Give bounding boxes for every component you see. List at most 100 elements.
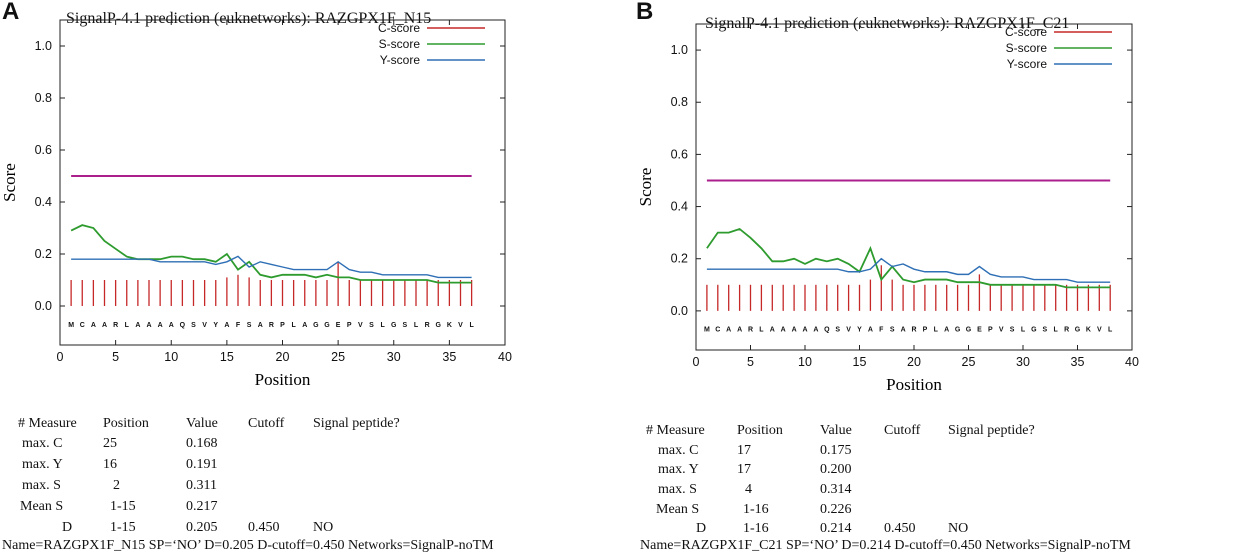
residue-label: P: [923, 327, 928, 334]
y-tick-label: 0.4: [35, 195, 52, 209]
residue-label: L: [125, 322, 130, 329]
panel-a: A SignalP-4.1 prediction (euknetworks): …: [0, 0, 512, 553]
residue-label: R: [269, 322, 274, 329]
cell-position: 2: [113, 478, 120, 493]
chart-b: 0.0 0.2 0.4 0.6 0.8 1.0 0 5 10 15 20 25 30 35 40 Positi…: [636, 23, 1139, 394]
y-axis-label: Score: [0, 163, 19, 202]
chart-title: SignalP-4.1 prediction (euknetworks): RA…: [66, 10, 432, 27]
x-tick-label: 35: [442, 350, 456, 364]
residue-label: A: [770, 327, 775, 334]
residue-label: A: [102, 322, 107, 329]
header-value: Value: [186, 416, 218, 431]
residue-label: A: [146, 322, 151, 329]
cell-position: 1-15: [110, 499, 136, 514]
header-value: Value: [820, 423, 852, 438]
residue-label: R: [113, 322, 118, 329]
residue-label: A: [868, 327, 873, 334]
residue-label: Y: [213, 322, 218, 329]
residue-label: L: [291, 322, 296, 329]
residue-label: P: [988, 327, 993, 334]
residue-label: A: [158, 322, 163, 329]
panel-letter: A: [2, 0, 20, 25]
residue-label: A: [802, 327, 807, 334]
residue-label: V: [999, 327, 1004, 334]
legend-label: C-score: [378, 21, 420, 35]
y-tick-label: 0.0: [671, 304, 688, 318]
residue-label: G: [1075, 327, 1081, 334]
residue-label: C: [715, 327, 720, 334]
residue-label: P: [280, 322, 285, 329]
cell-measure: D: [62, 520, 73, 535]
cell-value: 0.311: [186, 478, 217, 493]
cell-measure: Mean S: [20, 499, 64, 514]
header-cutoff: Cutoff: [248, 416, 285, 431]
x-tick-label: 10: [798, 355, 812, 369]
residue-label: G: [436, 322, 442, 329]
cell-position: 17: [737, 443, 751, 458]
residue-label: A: [792, 327, 797, 334]
residue-label: A: [224, 322, 229, 329]
header-measure: # Measure: [18, 416, 77, 431]
header-position: Position: [103, 416, 149, 431]
residue-label: E: [977, 327, 982, 334]
residue-label: A: [169, 322, 174, 329]
x-tick-label: 30: [1016, 355, 1030, 369]
residue-label: S: [369, 322, 374, 329]
residue-label: A: [135, 322, 140, 329]
residue-label: E: [336, 322, 341, 329]
residue-label: L: [1108, 327, 1113, 334]
y-axis-label: Score: [636, 168, 655, 207]
residue-label: F: [236, 322, 241, 329]
residue-label: A: [901, 327, 906, 334]
residue-label: A: [781, 327, 786, 334]
legend-label: Y-score: [380, 53, 421, 67]
x-axis-label: Position: [255, 370, 311, 389]
residue-label: Q: [180, 322, 186, 329]
residue-label: A: [258, 322, 263, 329]
x-tick-label: 5: [112, 350, 119, 364]
x-tick-label: 15: [220, 350, 234, 364]
x-tick-label: 25: [331, 350, 345, 364]
cell-cutoff: 0.450: [884, 521, 916, 536]
cell-value: 0.214: [820, 521, 852, 536]
residue-label: K: [447, 322, 452, 329]
x-tick-label: 10: [164, 350, 178, 364]
residue-label: G: [966, 327, 972, 334]
residue-label: C: [80, 322, 85, 329]
x-tick-label: 40: [498, 350, 512, 364]
residue-label: R: [748, 327, 753, 334]
y-tick-label: 0.2: [671, 252, 688, 266]
residue-label: S: [835, 327, 840, 334]
cell-measure: max. C: [658, 443, 699, 458]
residue-label: Q: [824, 327, 830, 334]
panel-letter: B: [636, 0, 654, 25]
residue-label: L: [414, 322, 419, 329]
residue-label: V: [202, 322, 207, 329]
summary-line: Name=RAZGPX1F_N15 SP=‘NO’ D=0.205 D-cuto…: [2, 538, 494, 553]
residue-label: R: [911, 327, 916, 334]
residue-label: G: [313, 322, 319, 329]
cell-value: 0.226: [820, 502, 852, 517]
header-signal-peptide: Signal peptide?: [313, 416, 400, 431]
residue-label: F: [879, 327, 884, 334]
header-signal-peptide: Signal peptide?: [948, 423, 1035, 438]
residue-label: L: [380, 322, 385, 329]
y-tick-label: 1.0: [671, 43, 688, 57]
residue-label: G: [324, 322, 330, 329]
s-score-line: [70, 224, 472, 284]
x-tick-label: 30: [387, 350, 401, 364]
cell-position: 1-15: [110, 520, 136, 535]
x-axis-label: Position: [886, 375, 942, 394]
cell-value: 0.191: [186, 457, 218, 472]
y-tick-label: 1.0: [35, 39, 52, 53]
residue-label: V: [1097, 327, 1102, 334]
x-tick-label: 15: [853, 355, 867, 369]
cell-measure: max. Y: [658, 462, 699, 477]
residue-label: L: [759, 327, 764, 334]
cell-position: 17: [737, 462, 751, 477]
residue-label: V: [846, 327, 851, 334]
cell-signal-peptide: NO: [313, 520, 334, 535]
cell-measure: max. C: [22, 436, 63, 451]
residue-label: A: [813, 327, 818, 334]
residue-label: R: [1064, 327, 1069, 334]
